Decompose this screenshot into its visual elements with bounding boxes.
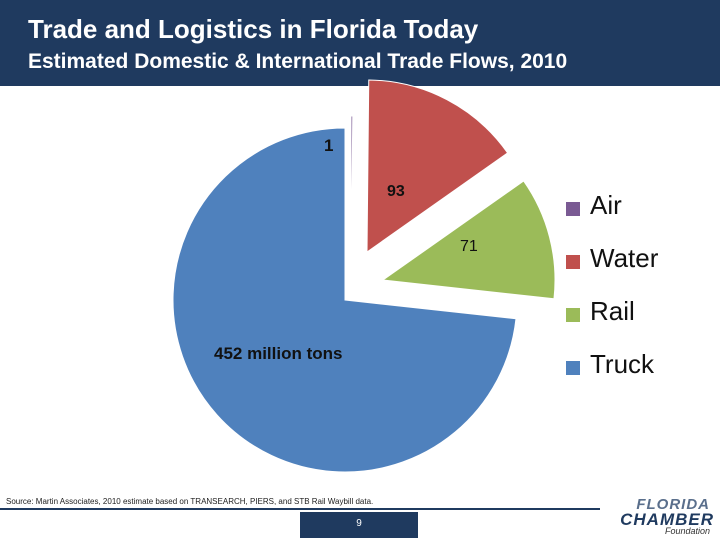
pie-slice-air bbox=[350, 115, 354, 289]
legend-swatch-water bbox=[566, 255, 580, 269]
slide-subtitle: Estimated Domestic & International Trade… bbox=[28, 50, 568, 73]
legend-label-rail: Rail bbox=[590, 296, 635, 326]
legend-label-air: Air bbox=[590, 190, 622, 220]
legend-swatch-air bbox=[566, 202, 580, 216]
data-label-water: 93 bbox=[387, 183, 405, 200]
logo-text-foundation: Foundation bbox=[664, 526, 710, 536]
data-label-truck: 452 million tons bbox=[214, 342, 342, 366]
pie-slice-truck bbox=[172, 127, 517, 473]
slide-title: Trade and Logistics in Florida Today bbox=[28, 14, 479, 44]
source-note: Source: Martin Associates, 2010 estimate… bbox=[6, 497, 374, 506]
pie-slice-water bbox=[366, 79, 509, 253]
slide-header: Trade and Logistics in Florida Today Est… bbox=[0, 0, 720, 86]
florida-chamber-logo: FLORIDA CHAMBER Foundation bbox=[612, 494, 716, 538]
data-label-rail: 71 bbox=[460, 238, 478, 255]
logo-text-chamber: CHAMBER bbox=[620, 510, 714, 529]
pie-slice-rail bbox=[381, 180, 556, 300]
page-number: 9 bbox=[356, 518, 362, 529]
legend-swatch-rail bbox=[566, 308, 580, 322]
data-label-air: 1 bbox=[324, 136, 334, 155]
footer-divider bbox=[0, 508, 600, 510]
data-label-truck-text: 452 million tons bbox=[214, 344, 343, 363]
legend-swatch-truck bbox=[566, 361, 580, 375]
legend-label-truck: Truck bbox=[590, 349, 655, 379]
logo-text-florida: FLORIDA bbox=[636, 496, 710, 513]
legend-label-water: Water bbox=[590, 243, 659, 273]
page-number-box: 9 bbox=[300, 512, 418, 538]
